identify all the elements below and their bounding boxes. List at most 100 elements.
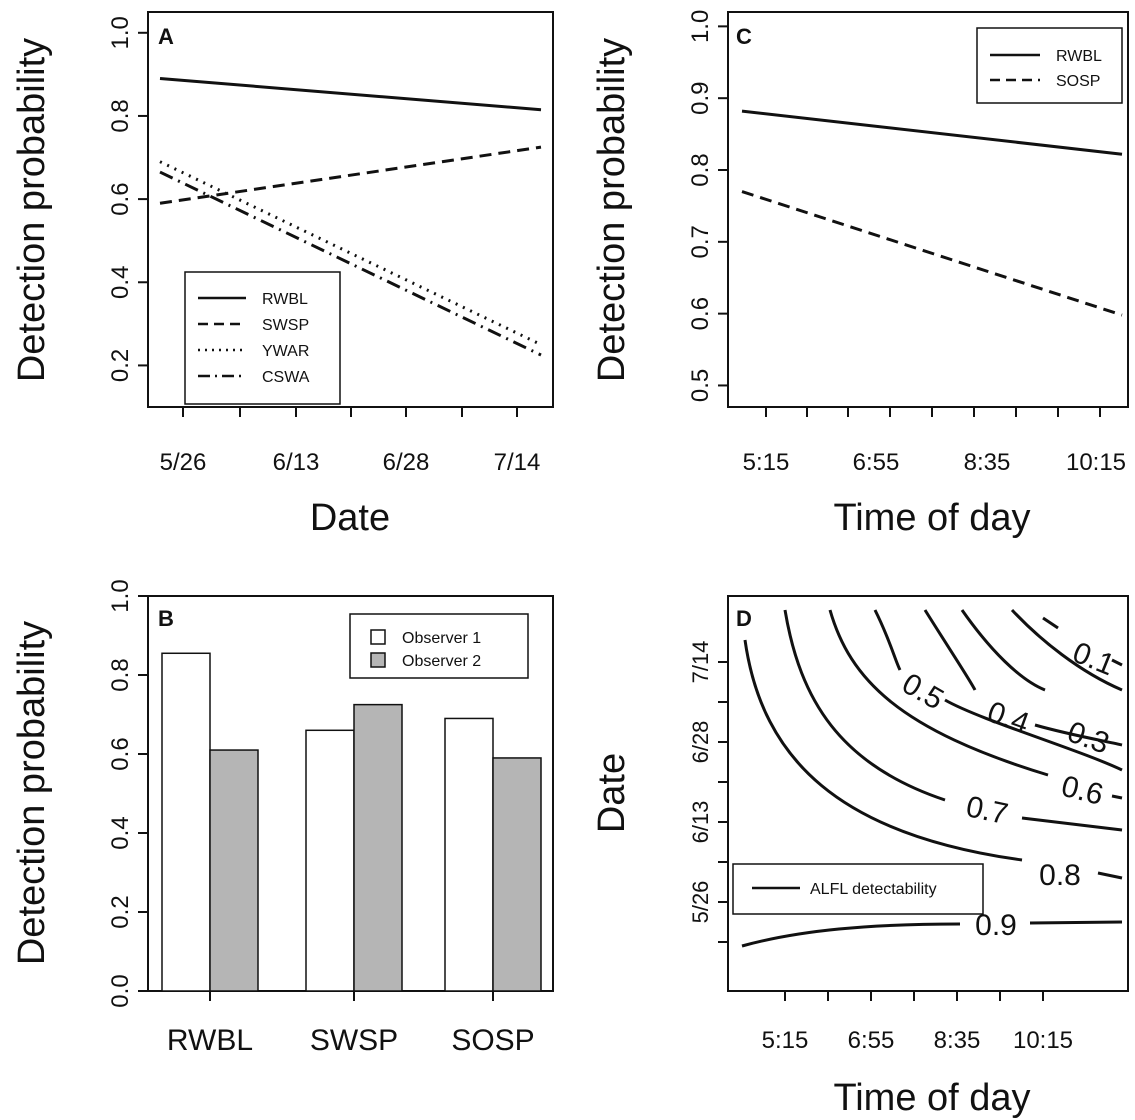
panel-b-y-tick-label: 0.0 — [107, 974, 134, 1007]
contour-label-0.8: 0.8 — [1039, 859, 1081, 892]
panel-a-y-tick-label: 0.6 — [107, 182, 134, 215]
bar-rwbl-observer-1 — [161, 652, 211, 992]
panel-b-ylabel: Detection probability — [11, 621, 53, 965]
contour-0.4-tail — [1034, 723, 1123, 747]
panel-b-x-tick-label: SWSP — [310, 1024, 398, 1057]
panel-c-y-tick-label: 0.5 — [687, 369, 714, 402]
panel-b-y-tick-label: 1.0 — [107, 579, 134, 612]
panel-b-y-tick-label: 0.2 — [107, 895, 134, 928]
panel-d-x-tick-label: 8:35 — [934, 1027, 981, 1054]
contour-0.1-head — [1042, 616, 1059, 630]
panel-d-x-tick-label: 6:55 — [848, 1027, 895, 1054]
panel-d-y-tick-label: 6/28 — [688, 721, 713, 764]
contour-0.6-main — [828, 609, 1049, 777]
panel-d-xlabel: Time of day — [833, 1077, 1030, 1119]
series-line-sosp — [741, 190, 1123, 317]
panel-a-legend: RWBL SWSP YWAR CSWA — [184, 271, 341, 405]
panel-b-legend-key-observer-2 — [370, 652, 386, 668]
panel-d-legend: ALFL detectability — [732, 863, 984, 915]
panel-d-x-tick-label: 10:15 — [1013, 1027, 1073, 1054]
panel-d-x-ticks: 5:15 6:55 8:35 10:15 — [762, 991, 1073, 1054]
series-line-rwbl — [159, 77, 542, 112]
panel-a-ylabel: Detection probability — [11, 38, 53, 382]
panel-c-legend: RWBL SOSP — [976, 27, 1123, 104]
panel-b-bars — [161, 652, 542, 992]
panel-c-y-tick-label: 0.6 — [687, 297, 714, 330]
series-line-rwbl — [741, 109, 1123, 156]
bar-swsp-observer-1 — [305, 729, 355, 992]
panel-b-letter: B — [158, 606, 174, 631]
contour-0.3-head — [960, 609, 1046, 692]
panel-b-legend-label-observer-2: Observer 2 — [402, 653, 481, 670]
panel-b-y-tick-label: 0.8 — [107, 658, 134, 691]
series-line-swsp — [159, 145, 542, 205]
panel-a-legend-label-cswa: CSWA — [262, 369, 310, 386]
series-line-ywar — [159, 160, 542, 346]
panel-b-y-ticks: 0.0 0.2 0.4 0.6 0.8 1.0 — [107, 579, 148, 1008]
panel-c-legend-label-rwbl: RWBL — [1056, 48, 1102, 65]
panel-d-y-tick-label: 5/26 — [688, 881, 713, 924]
panel-c: C Time of day Detection probability 5:15… — [591, 10, 1129, 539]
panel-b-x-tick-label: SOSP — [451, 1024, 534, 1057]
panel-b: B Detection probability 0.0 0.2 0.4 0.6 0.8 1… — [11, 579, 554, 1057]
panel-c-xlabel: Time of day — [833, 497, 1030, 539]
panel-d-x-tick-label: 5:15 — [762, 1027, 809, 1054]
panel-a-legend-label-ywar: YWAR — [262, 343, 309, 360]
panel-a-y-tick-label: 0.8 — [107, 99, 134, 132]
contour-0.9-right — [1029, 920, 1123, 925]
panel-d-y-ticks: 5/26 6/13 6/28 7/14 — [688, 641, 728, 943]
panel-a-y-tick-label: 0.4 — [107, 266, 134, 299]
contour-0.9-left — [741, 922, 961, 948]
contour-0.2 — [1010, 608, 1123, 692]
panel-c-series — [741, 109, 1123, 317]
panel-a-letter: A — [158, 24, 174, 49]
panel-a-x-tick-label: 5/26 — [160, 449, 207, 476]
contour-0.8-tail — [1097, 871, 1123, 880]
bar-sosp-observer-1 — [444, 717, 494, 992]
contour-0.5-tail — [944, 698, 1123, 772]
panel-a-x-tick-label: 7/14 — [494, 449, 541, 476]
contour-0.7-main — [783, 609, 946, 802]
panel-c-legend-box — [976, 27, 1123, 104]
panel-d-contours — [741, 608, 1123, 948]
contour-0.5-head — [873, 609, 902, 671]
panel-a-legend-label-rwbl: RWBL — [262, 291, 308, 308]
panel-a: A Date Detection probability 5/26 6/13 6/2… — [11, 11, 554, 539]
panel-c-ylabel: Detection probability — [591, 38, 633, 382]
panel-c-legend-label-sosp: SOSP — [1056, 73, 1100, 90]
contour-0.6-tail — [1111, 794, 1123, 800]
panel-b-y-tick-label: 0.4 — [107, 816, 134, 849]
panel-a-y-ticks: 0.2 0.4 0.6 0.8 1.0 — [107, 16, 148, 382]
contour-0.4-head — [923, 609, 977, 691]
panel-d: D Time of day Date 5:15 6:55 8:35 10:15 5/2… — [591, 595, 1129, 1119]
panel-b-x-ticks: RWBL SWSP SOSP — [167, 991, 535, 1057]
panel-c-y-tick-label: 0.8 — [687, 153, 714, 186]
panel-d-y-tick-label: 6/13 — [688, 801, 713, 844]
panel-a-legend-label-swsp: SWSP — [262, 317, 309, 334]
panel-a-x-ticks: 5/26 6/13 6/28 7/14 — [160, 407, 541, 476]
panel-a-y-tick-label: 0.2 — [107, 349, 134, 382]
panel-a-x-tick-label: 6/13 — [273, 449, 320, 476]
panel-a-xlabel: Date — [310, 497, 390, 539]
panel-c-x-tick-label: 6:55 — [853, 449, 900, 476]
panel-c-frame — [727, 11, 1129, 408]
panel-a-legend-box — [184, 271, 341, 405]
panel-a-series — [159, 77, 542, 357]
panel-b-legend: Observer 1 Observer 2 — [349, 613, 529, 679]
panel-c-letter: C — [736, 24, 752, 49]
panel-c-y-ticks: 0.5 0.6 0.7 0.8 0.9 1.0 — [687, 10, 728, 402]
panel-c-y-tick-label: 0.9 — [687, 81, 714, 114]
bar-rwbl-observer-2 — [209, 749, 259, 992]
contour-0.8-main — [743, 639, 1023, 862]
panel-d-legend-label: ALFL detectability — [810, 881, 937, 898]
panel-c-x-tick-label: 5:15 — [743, 449, 790, 476]
contour-0.1-tail — [1111, 658, 1123, 667]
panel-d-ylabel: Date — [591, 753, 633, 833]
panel-a-y-tick-label: 1.0 — [107, 16, 134, 49]
bar-swsp-observer-2 — [353, 703, 403, 992]
panel-d-letter: D — [736, 606, 752, 631]
panel-c-x-tick-label: 10:15 — [1066, 449, 1126, 476]
panel-a-x-tick-label: 6/28 — [383, 449, 430, 476]
contour-0.7-tail — [1021, 816, 1123, 832]
